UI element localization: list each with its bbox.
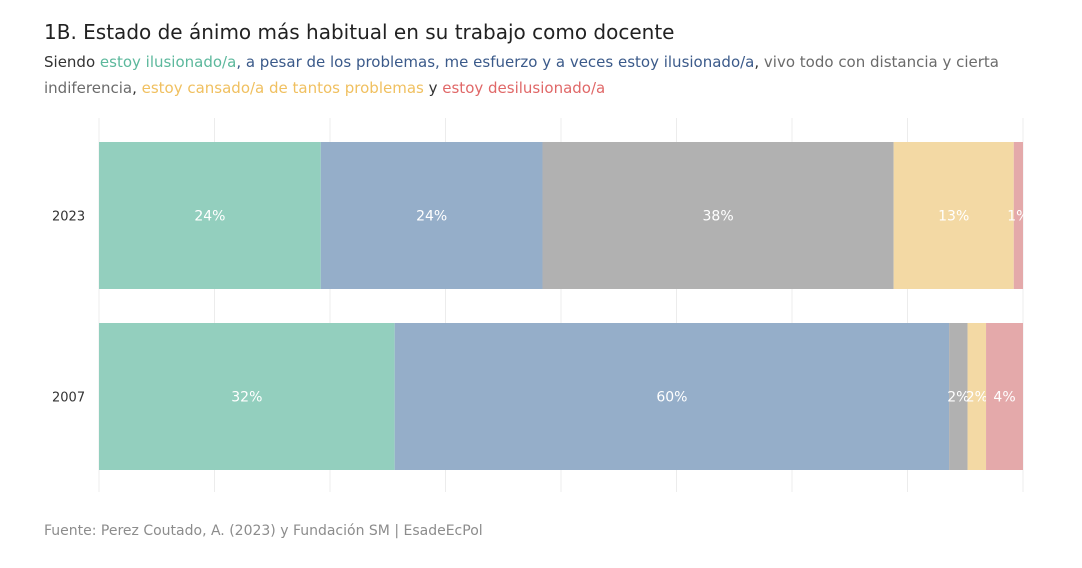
data-label: 4% xyxy=(993,390,1015,406)
subtitle-segment: Siendo xyxy=(44,53,100,71)
bar-segment xyxy=(99,323,395,470)
subtitle-segment: estoy desilusionado/a xyxy=(442,79,606,97)
bar-segment xyxy=(394,323,950,470)
bar-segment xyxy=(1013,142,1023,289)
data-label: 32% xyxy=(231,390,262,406)
subtitle-segment: , xyxy=(754,53,764,71)
bar-segment xyxy=(986,323,1023,470)
bar-segment xyxy=(542,142,894,289)
subtitle-segment: , a pesar de los problemas, me esfuerzo … xyxy=(236,53,755,71)
data-label: 24% xyxy=(416,209,447,225)
data-label: 24% xyxy=(194,209,225,225)
data-label: 2% xyxy=(947,390,969,406)
subtitle-segment: , xyxy=(132,79,142,97)
bar-segment xyxy=(893,142,1014,289)
bar-segment xyxy=(967,323,987,470)
chart-subtitle: Siendo estoy ilusionado/a, a pesar de lo… xyxy=(44,49,1044,101)
data-label: 2% xyxy=(966,390,988,406)
subtitle-segment: y xyxy=(423,79,443,97)
data-label: 13% xyxy=(938,209,969,225)
data-label: 1% xyxy=(1007,209,1029,225)
bar-segment xyxy=(99,142,321,289)
category-label: 2023 xyxy=(52,210,85,225)
data-label: 60% xyxy=(656,390,687,406)
source-note: Fuente: Perez Coutado, A. (2023) y Funda… xyxy=(44,523,483,539)
subtitle-segment: vivo todo con distancia y cierta indifer… xyxy=(44,53,999,97)
subtitle-segment: estoy ilusionado/a xyxy=(99,53,237,71)
chart-title: 1B. Estado de ánimo más habitual en su t… xyxy=(44,20,675,44)
bar-segment xyxy=(949,323,968,470)
data-label: 38% xyxy=(703,209,734,225)
subtitle-segment: estoy cansado/a de tantos problemas xyxy=(141,79,424,97)
category-label: 2007 xyxy=(52,391,85,406)
bar-segment xyxy=(320,142,543,289)
